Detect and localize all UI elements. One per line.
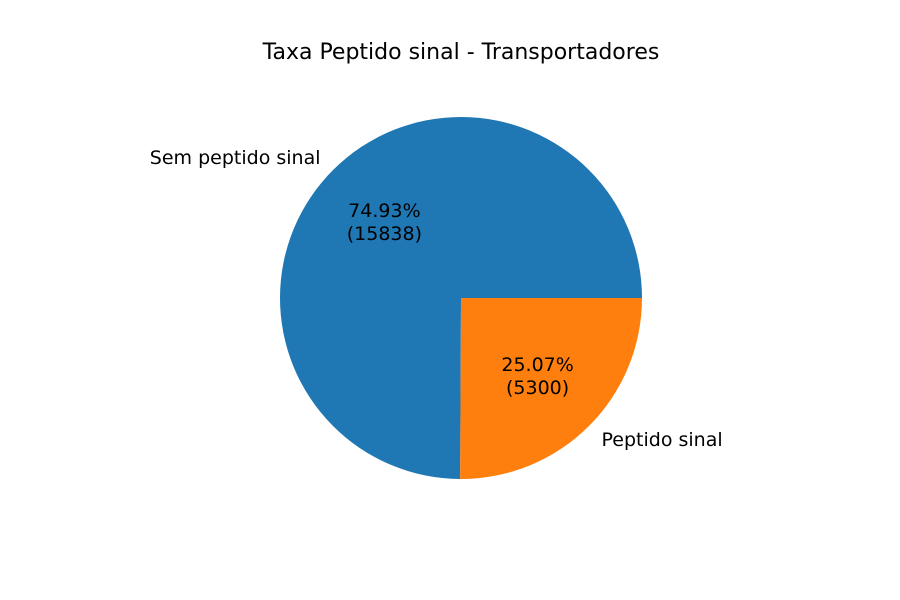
chart-title: Taxa Peptido sinal - Transportadores [262, 40, 660, 65]
pie-slice-0 [280, 117, 642, 479]
slice-label-0: Sem peptido sinal [150, 147, 321, 169]
pie-slices [280, 117, 642, 480]
pie-slice-1 [460, 298, 642, 480]
slice-label-1: Peptido sinal [602, 429, 723, 451]
slice-percent-0: 74.93% [348, 200, 420, 222]
pie-labels: Sem peptido sinal 74.93%(15838) Peptido si… [150, 147, 723, 451]
slice-count-1: (5300) [506, 377, 569, 399]
slice-count-0: (15838) [347, 223, 422, 245]
slice-percent-1: 25.07% [501, 354, 573, 376]
